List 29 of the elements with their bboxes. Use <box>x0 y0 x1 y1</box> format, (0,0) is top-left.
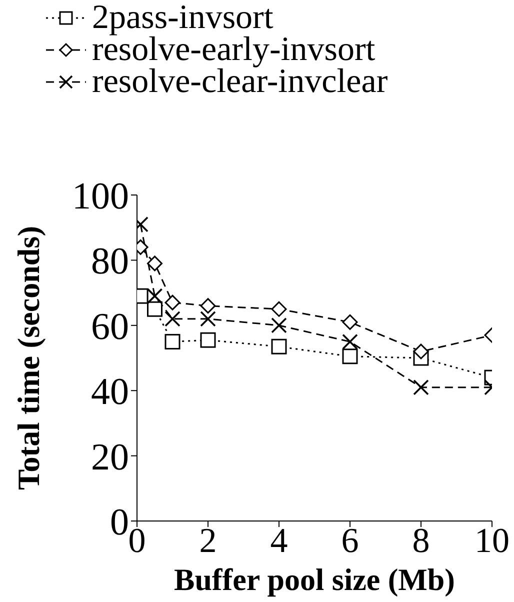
y-tick-label: 20 <box>91 436 129 478</box>
y-tick-label: 40 <box>91 371 129 414</box>
point <box>342 334 358 350</box>
point <box>164 334 180 350</box>
point <box>342 314 358 330</box>
x-tick-label: 6 <box>341 520 359 560</box>
point <box>147 301 162 317</box>
point <box>147 256 162 272</box>
point <box>413 379 429 396</box>
point <box>271 338 287 354</box>
point <box>271 301 287 317</box>
y-axis-title: Total time (seconds) <box>11 226 46 490</box>
x-tick-label: 8 <box>412 520 430 560</box>
point <box>200 332 216 348</box>
point <box>342 348 358 364</box>
point <box>271 318 287 334</box>
x-tick-label: 2 <box>199 520 217 560</box>
point <box>200 298 216 314</box>
y-tick-label: 60 <box>91 306 129 348</box>
y-tick-label: 80 <box>91 240 129 283</box>
x-tick-label: 4 <box>270 520 288 560</box>
x-tick-label: 10 <box>474 520 510 560</box>
point <box>146 288 163 304</box>
point <box>413 344 429 360</box>
x-axis-title: Buffer pool size (Mb) <box>174 562 455 597</box>
point <box>200 310 216 327</box>
y-tick-label: 100 <box>72 175 129 218</box>
point <box>164 294 180 310</box>
point <box>164 310 180 327</box>
